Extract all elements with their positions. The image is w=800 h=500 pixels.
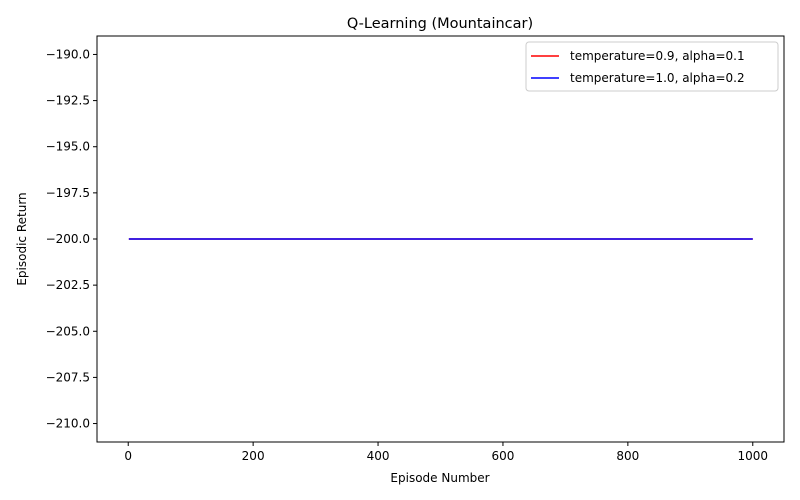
y-axis-label: Episodic Return bbox=[15, 192, 29, 285]
x-axis-ticks: 0 200 400 600 800 1000 bbox=[124, 442, 768, 463]
legend-label-1: temperature=0.9, alpha=0.1 bbox=[570, 49, 745, 63]
y-tick-label: −202.5 bbox=[46, 278, 90, 292]
legend: temperature=0.9, alpha=0.1 temperature=1.… bbox=[525, 41, 779, 92]
y-tick-label: −197.5 bbox=[46, 186, 90, 200]
legend-label-2: temperature=1.0, alpha=0.2 bbox=[570, 71, 745, 85]
legend-box bbox=[525, 41, 779, 92]
chart-title: Q-Learning (Mountaincar) bbox=[347, 16, 533, 32]
y-tick-label: −205.0 bbox=[46, 324, 90, 338]
x-tick-label: 0 bbox=[124, 449, 132, 463]
y-tick-label: −210.0 bbox=[46, 417, 90, 431]
y-tick-label: −192.5 bbox=[46, 94, 90, 108]
y-tick-label: −200.0 bbox=[46, 232, 90, 246]
y-tick-label: −207.5 bbox=[46, 370, 90, 384]
x-axis-label: Episode Number bbox=[390, 471, 489, 485]
y-tick-label: −195.0 bbox=[46, 140, 90, 154]
x-tick-label: 1000 bbox=[737, 449, 768, 463]
y-axis-ticks: −190.0 −192.5 −195.0 −197.5 −200.0 −202.5 −205… bbox=[46, 47, 97, 431]
x-tick-label: 200 bbox=[242, 449, 265, 463]
x-tick-label: 400 bbox=[367, 449, 390, 463]
x-tick-label: 600 bbox=[492, 449, 515, 463]
x-tick-label: 800 bbox=[616, 449, 639, 463]
y-tick-label: −190.0 bbox=[46, 47, 90, 61]
